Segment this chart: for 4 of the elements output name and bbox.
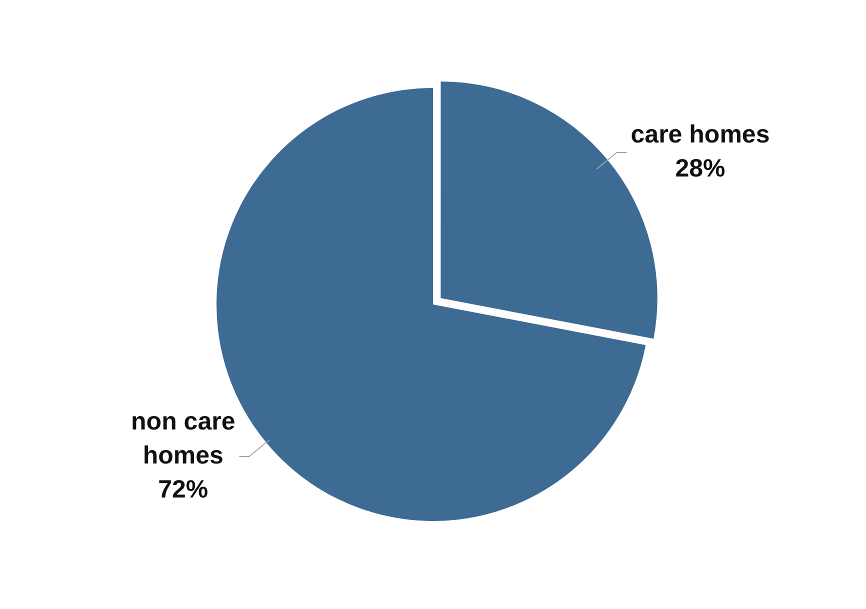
data-label: 28%	[675, 154, 726, 182]
slice-label: care homes	[630, 120, 770, 148]
slice-label: non care homes	[131, 407, 236, 470]
data-label: 72%	[158, 475, 208, 504]
